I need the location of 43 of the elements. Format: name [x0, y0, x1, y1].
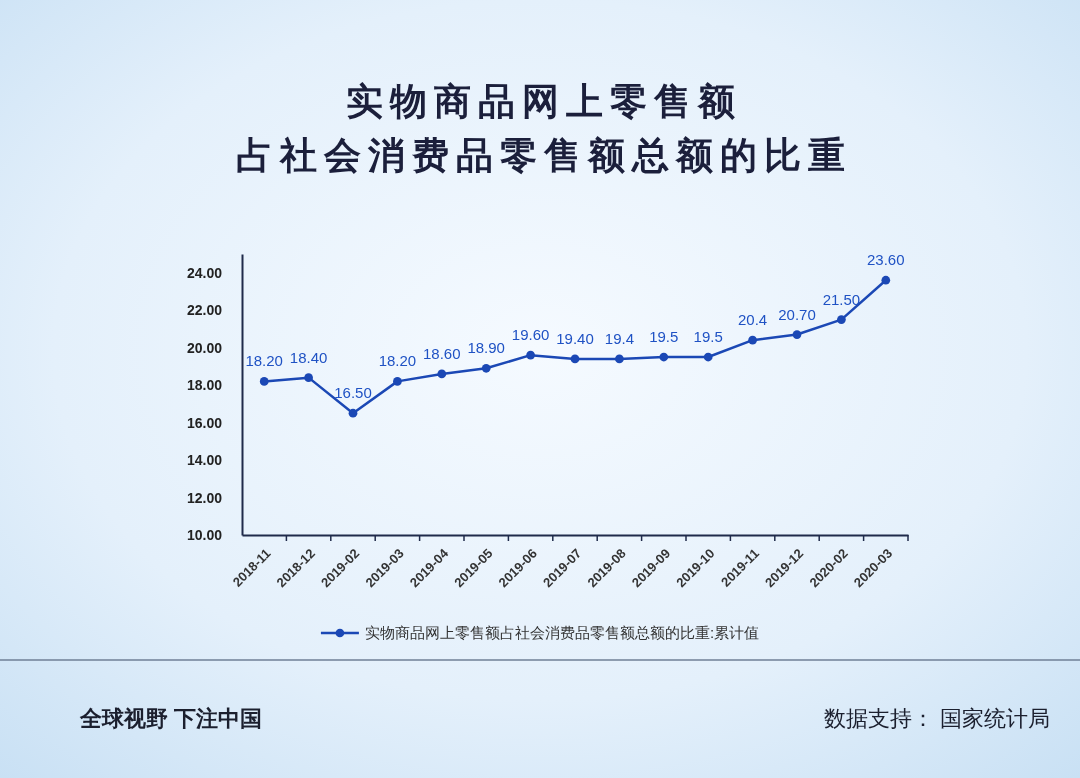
data-label: 18.20	[378, 352, 417, 370]
point	[881, 275, 891, 285]
legend-label: 实物商品网上零售额占社会消费品零售额总额的比重:累计值	[364, 624, 760, 642]
point	[526, 350, 535, 360]
data-label: 18.90	[467, 339, 505, 357]
y-tick-label: 14.00	[186, 452, 223, 469]
data-label: 19.60	[511, 326, 550, 344]
data-label: 18.20	[245, 352, 283, 370]
data-label: 19.40	[556, 329, 594, 347]
point	[481, 363, 491, 373]
point	[304, 373, 313, 382]
point	[748, 335, 757, 345]
chart-subtitle: 占社会消费品零售额总额的比重	[235, 135, 852, 176]
data-label: 18.60	[423, 344, 461, 362]
y-tick-label: 12.00	[186, 489, 223, 506]
data-label: 23.60	[867, 251, 905, 269]
point	[259, 377, 269, 386]
text: 全球视野 下注中国	[79, 706, 263, 731]
y-tick-label: 10.00	[186, 526, 223, 543]
data-label: 20.4	[738, 311, 768, 329]
data-label: 18.40	[289, 348, 328, 366]
point	[659, 352, 669, 362]
y-tick-label: 20.00	[186, 339, 223, 356]
y-tick-label: 16.00	[186, 414, 223, 431]
point	[393, 377, 402, 386]
chart-title: 实物商品网上零售额	[345, 81, 742, 122]
point	[348, 408, 358, 418]
point	[570, 354, 580, 364]
data-label: 19.5	[649, 328, 679, 346]
data-label: 16.50	[334, 384, 372, 402]
point	[437, 369, 447, 379]
y-tick-label: 24.00	[186, 264, 223, 281]
data-label: 19.4	[604, 329, 634, 347]
point	[703, 352, 713, 362]
text: 数据支持： 国家统计局	[823, 706, 1050, 731]
y-tick-label: 18.00	[186, 377, 223, 394]
data-label: 19.5	[693, 328, 723, 346]
y-tick-label: 22.00	[186, 302, 223, 319]
data-label: 20.70	[778, 305, 816, 323]
point	[792, 330, 802, 339]
point	[837, 315, 846, 324]
data-label: 21.50	[822, 290, 861, 308]
point	[615, 354, 624, 364]
